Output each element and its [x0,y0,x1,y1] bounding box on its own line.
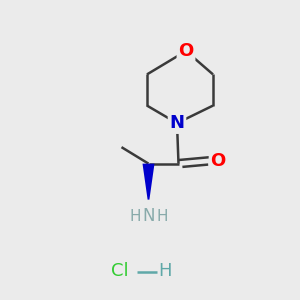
Polygon shape [142,164,154,200]
Text: N: N [142,207,155,225]
Text: H: H [129,209,141,224]
Text: N: N [169,114,184,132]
Text: Cl: Cl [111,262,129,280]
Text: H: H [158,262,172,280]
Text: O: O [178,42,194,60]
Text: O: O [211,152,226,170]
Text: H: H [156,209,168,224]
